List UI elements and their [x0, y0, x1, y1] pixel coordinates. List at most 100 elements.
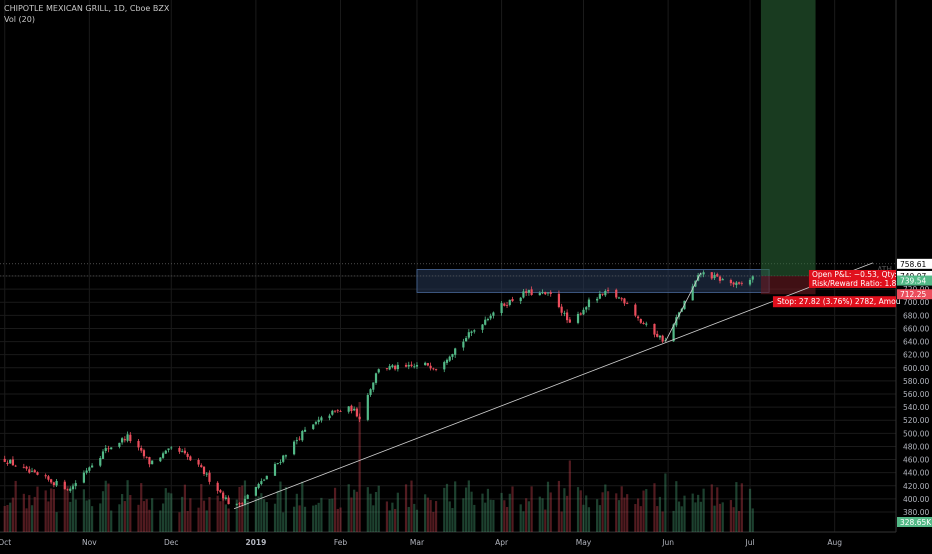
candle-body	[6, 462, 9, 464]
volume-bar	[145, 499, 148, 532]
candle-body	[721, 279, 724, 281]
ath-price-tag-bg	[897, 258, 932, 269]
volume-bar	[47, 501, 50, 532]
volume-bar	[3, 505, 6, 532]
candle-body	[710, 272, 713, 279]
price-tick-label: 520.00	[903, 416, 929, 425]
ath-price-tag: 758.61	[900, 260, 926, 269]
candle-body	[751, 276, 754, 280]
candle-body	[505, 305, 509, 306]
volume-bar	[426, 497, 429, 532]
volume-bar	[273, 503, 277, 532]
candle-body	[47, 476, 50, 480]
candle-body	[508, 299, 511, 305]
volume-bar	[462, 498, 465, 532]
volume-bar	[262, 499, 266, 532]
volume-bar	[44, 490, 47, 532]
candle-body	[702, 272, 705, 275]
candle-body	[388, 366, 391, 370]
candle-body	[331, 410, 334, 415]
volume-bar	[470, 491, 473, 532]
candle-body	[639, 319, 642, 323]
candle-body	[238, 503, 241, 505]
volume-bar	[394, 508, 397, 532]
volume-bar	[69, 501, 72, 532]
volume-bar	[587, 507, 591, 532]
volume-bar	[413, 503, 416, 532]
time-tick-label: Jun	[661, 538, 674, 547]
candle-body	[661, 335, 664, 342]
price-tick-label: 700.00	[903, 298, 929, 307]
candle-body	[347, 406, 350, 412]
volume-bar	[626, 494, 629, 532]
volume-bar	[656, 506, 659, 532]
volume-bar	[636, 498, 640, 532]
volume-bar	[615, 493, 618, 532]
candle-body	[183, 450, 187, 454]
volume-bar	[735, 482, 738, 532]
volume-bar	[530, 486, 533, 532]
candle-body	[634, 304, 637, 316]
candle-body	[3, 458, 6, 462]
volume-bar	[683, 495, 686, 532]
volume-bar	[123, 501, 126, 532]
volume-bar	[377, 485, 380, 532]
volume-bar	[312, 505, 315, 532]
volume-bar	[716, 487, 719, 532]
candle-body	[740, 282, 743, 284]
candle-body	[413, 366, 416, 368]
volume-bar	[25, 508, 28, 532]
candle-body	[99, 458, 102, 466]
volume-bar	[333, 487, 337, 532]
volume-bar	[320, 497, 323, 532]
volume-bar	[544, 509, 547, 532]
candle-body	[260, 481, 263, 485]
stop-price-tag: 712.25	[900, 290, 926, 299]
candle-body	[63, 481, 66, 490]
volume-bar	[293, 506, 296, 532]
volume-bar	[718, 503, 722, 532]
candle-body	[617, 297, 621, 299]
volume-bar	[568, 460, 571, 532]
volume-bar	[432, 511, 435, 532]
volume-bar	[14, 480, 17, 532]
volume-bar	[713, 505, 716, 532]
price-tick-label: 400.00	[903, 495, 929, 504]
volume-bar	[407, 506, 410, 532]
candle-body	[470, 331, 473, 333]
volume-bar	[525, 498, 528, 532]
volume-bar	[481, 493, 484, 532]
candle-body	[197, 459, 200, 465]
candle-body	[560, 306, 563, 313]
candle-body	[200, 465, 203, 468]
candle-body	[429, 365, 432, 369]
candle-body	[167, 448, 170, 450]
candle-body	[544, 292, 547, 295]
volume-bar	[30, 505, 34, 532]
candle-body	[104, 448, 107, 451]
candle-body	[503, 303, 506, 306]
candle-body	[626, 303, 629, 305]
volume-bar	[467, 480, 470, 532]
candle-body	[241, 502, 244, 504]
volume-bar	[486, 488, 490, 532]
candle-body	[563, 312, 566, 314]
candle-body	[484, 319, 487, 325]
candle-body	[339, 411, 342, 412]
volume-bar	[197, 507, 200, 532]
volume-bar	[224, 504, 227, 532]
stop-price-tag-bg	[897, 289, 932, 300]
price-tick-label: 660.00	[903, 324, 929, 333]
volume-tag-bg	[897, 517, 932, 527]
volume-bar	[314, 504, 318, 532]
candle-body	[110, 447, 113, 450]
volume-bar	[99, 503, 102, 532]
volume-bar	[434, 501, 438, 532]
candle-body	[312, 424, 315, 429]
candle-body	[216, 482, 219, 491]
candle-body	[396, 364, 399, 370]
volume-bar	[181, 496, 184, 532]
volume-bar	[246, 500, 249, 532]
